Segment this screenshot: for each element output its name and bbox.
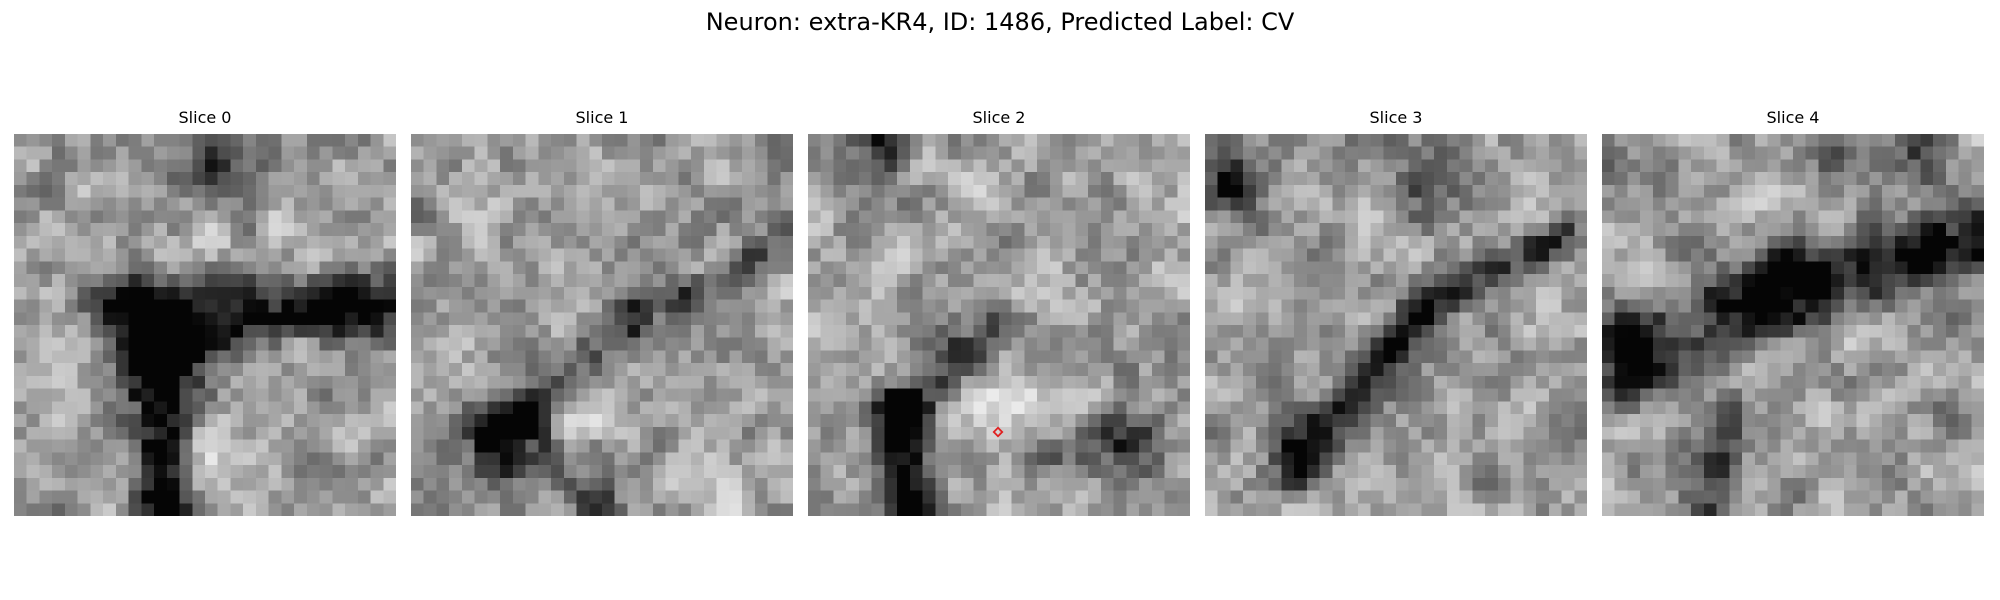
slice-title: Slice 2 [972,108,1026,127]
slice-image [808,134,1190,516]
slice-title: Slice 1 [575,108,629,127]
slice-title: Slice 0 [178,108,232,127]
slice-image [1205,134,1587,516]
marker-diamond [992,426,1004,438]
location-marker [992,426,1004,438]
slice-image [411,134,793,516]
figure-title: Neuron: extra-KR4, ID: 1486, Predicted L… [705,8,1295,36]
slice-image [14,134,396,516]
slice-image [1602,134,1984,516]
slice-title: Slice 3 [1369,108,1423,127]
slice-title: Slice 4 [1766,108,1820,127]
